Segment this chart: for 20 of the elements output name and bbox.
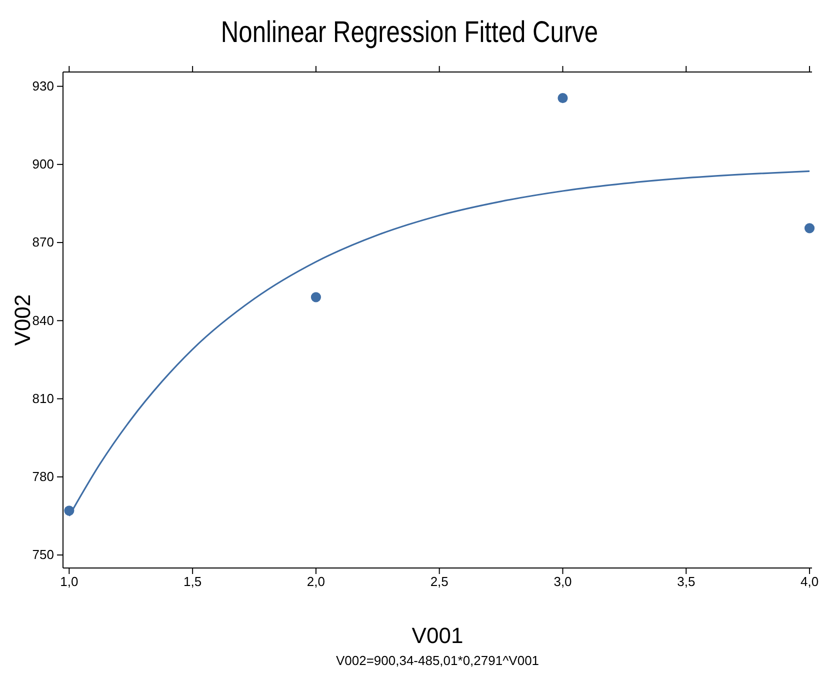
point	[310, 292, 322, 302]
x-tick-label: 3,5	[677, 574, 696, 590]
x-tick-label: 2,0	[306, 574, 325, 590]
y-tick-label: 810	[32, 390, 54, 406]
text: V002=900,34-485,01*0,2791^V001	[336, 653, 540, 668]
x-tick-label: 4,0	[800, 574, 819, 590]
point	[558, 93, 568, 104]
y-tick-label: 900	[32, 156, 54, 172]
x-tick-label: 1,0	[60, 574, 78, 590]
x-axis-title: V001	[412, 623, 464, 648]
point	[804, 223, 815, 234]
chart-title: Nonlinear Regression Fitted Curve	[220, 14, 598, 49]
y-tick-label: 930	[32, 78, 54, 94]
x-tick-label: 1,5	[184, 574, 202, 590]
x-tick-label: 3,0	[554, 574, 572, 590]
y-tick-label: 840	[32, 312, 54, 328]
y-tick-label: 870	[32, 234, 54, 250]
x-tick-label: 2,5	[430, 574, 448, 590]
y-tick-label: 780	[32, 469, 54, 484]
y-tick-label: 750	[32, 547, 54, 562]
